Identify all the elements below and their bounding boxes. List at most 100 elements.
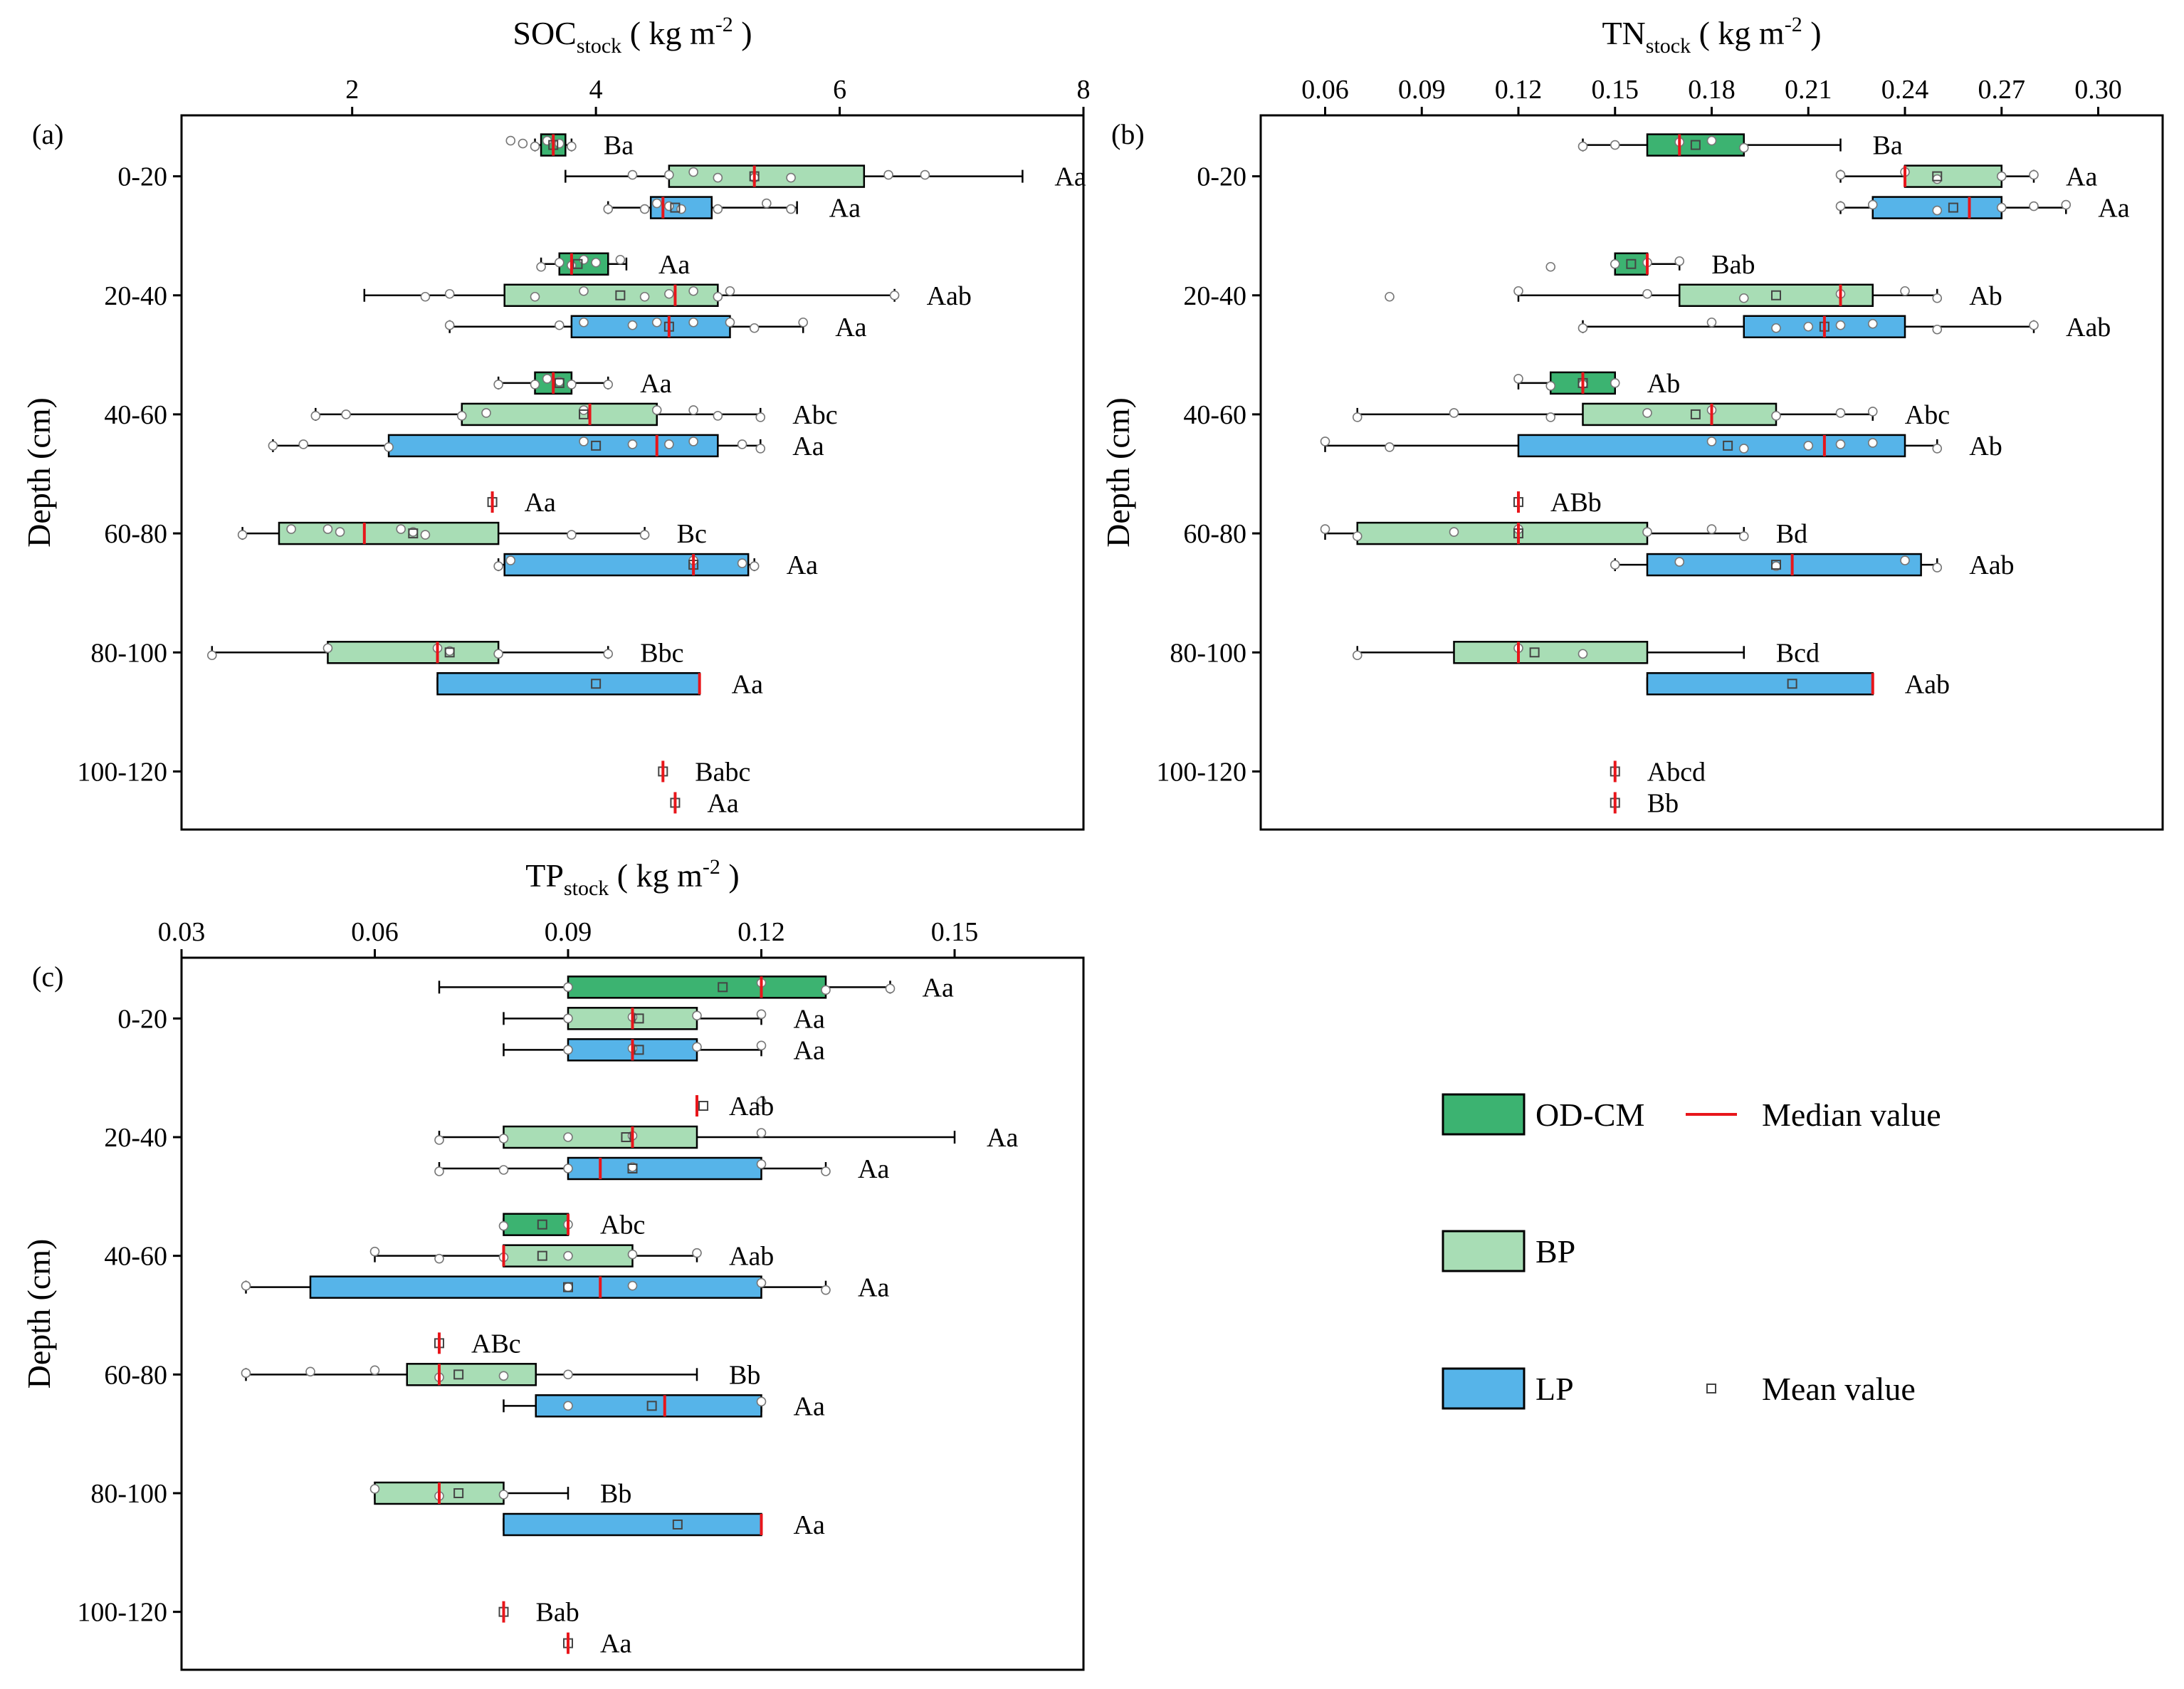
panel-b-tn-stock: 0.06 0.09 0.12 0.15 0.18 0.21 0.24 0.27 0.30 TNst… [1100,13,2164,831]
data-point [821,1285,831,1295]
significance-label: Aa [707,788,738,818]
legend-label-lp: LP [1535,1371,1574,1407]
data-point [456,411,467,421]
axis-title-exp: -2 [703,855,720,879]
box-iqr [1904,164,2002,188]
significance-label: Aab [1905,669,1950,699]
box-bp-20-40: Aab [363,281,972,311]
data-point [756,1159,767,1169]
significance-label: Aab [729,1242,774,1272]
box-iqr [309,1275,762,1299]
data-point [268,441,278,451]
data-point [563,1401,573,1411]
axis-title-end: ) [720,857,740,894]
data-point [1385,291,1395,302]
mean-marker [537,1219,547,1230]
box-bp-0-20: Aa [565,162,1086,192]
box-od-cm-20-40: Aa [536,250,690,280]
box-od-cm-60-80: Aa [487,488,556,518]
data-point [756,1277,767,1288]
data-point [920,169,930,180]
data-point [1835,320,1846,330]
box-bp-0-20: Aa [503,1004,825,1034]
mean-marker [1771,290,1781,300]
data-point [1352,531,1363,541]
data-point [1835,439,1846,449]
box-iqr [567,1156,762,1181]
data-point [369,1365,380,1376]
mean-marker [572,258,583,269]
mean-marker [1529,647,1540,658]
mean-marker [537,1250,547,1261]
data-point [688,167,698,177]
data-point [1738,444,1749,454]
data-point [664,169,674,180]
data-point [341,409,351,419]
plot-frame [180,114,1085,831]
mean-marker [554,377,565,388]
significance-label: Aa [2098,194,2129,224]
box-lp-100-120: Aa [670,788,739,818]
data-point [1449,527,1459,537]
data-point [305,1366,315,1377]
x-tick-label: 0.15 [1592,75,1639,105]
box-iqr [1646,133,1745,157]
box-iqr [567,976,827,999]
data-point [1771,323,1781,333]
data-point [1513,374,1523,384]
data-point [563,982,573,993]
significance-label: Aa [600,1629,631,1659]
box-lp-80-100: Aa [503,1510,825,1540]
axis-title-unit: ( kg m [1691,15,1785,51]
data-point [498,1371,509,1381]
box-lp-20-40: Aa [434,1154,889,1184]
x-tick-label: 0.12 [1495,75,1543,105]
data-point [603,649,614,659]
data-point [821,1166,831,1176]
box-bp-20-40: Ab [1385,281,2002,311]
mean-marker [672,1520,683,1529]
data-point [1867,199,1878,210]
significance-label: Aa [835,313,866,342]
x-tick-label: 0.24 [1881,75,1929,105]
data-point [725,286,735,296]
box-iqr [649,196,713,219]
x-tick-label: 0.27 [1978,75,2026,105]
axis-title: TPstock ( kg m-2 ) [525,855,739,900]
data-point [1932,174,1943,184]
panel-c-tp-stock: 0.03 0.06 0.09 0.12 0.15 TPstock ( kg m-2 ) (c… [21,855,1085,1671]
box-bp-100-120: Abcd [1610,757,1706,787]
data-point [1803,321,1814,332]
data-point [567,530,577,540]
box-lp-0-20: Aa [1835,194,2130,224]
data-point [692,1248,702,1258]
mean-marker [1787,679,1797,689]
box-bp-20-40: Aa [434,1123,1018,1153]
box-bp-0-20: Aa [1835,162,2097,192]
y-tick-label: 60-80 [1183,519,1246,549]
box-bp-100-120: Bab [498,1598,579,1628]
y-tick-label: 100-120 [1156,757,1246,787]
significance-label: Bd [1776,519,1807,549]
data-point [713,204,723,214]
data-point [563,1164,573,1173]
data-point [756,1040,767,1051]
box-lp-60-80: Aa [503,1391,825,1421]
data-point [493,380,503,389]
data-point [603,204,614,214]
x-tick-label: 0.30 [2074,75,2122,105]
data-point [1674,256,1685,266]
axis-title-sub: stock [564,877,609,900]
box-bp-80-100: Bbc [207,638,683,668]
data-point [1835,201,1846,211]
mean-marker [1626,258,1637,269]
box-bp-40-60: Abc [1352,400,1950,430]
significance-label: ABb [1550,488,1602,518]
data-point [286,524,296,534]
significance-label: Bab [536,1598,579,1628]
box-od-cm-60-80: ABb [1513,488,1602,518]
box-bp-80-100: Bcd [1352,638,1820,668]
data-point [1706,135,1717,146]
box-od-cm-0-20: Ba [1577,131,1903,161]
data-point [1900,555,1910,565]
